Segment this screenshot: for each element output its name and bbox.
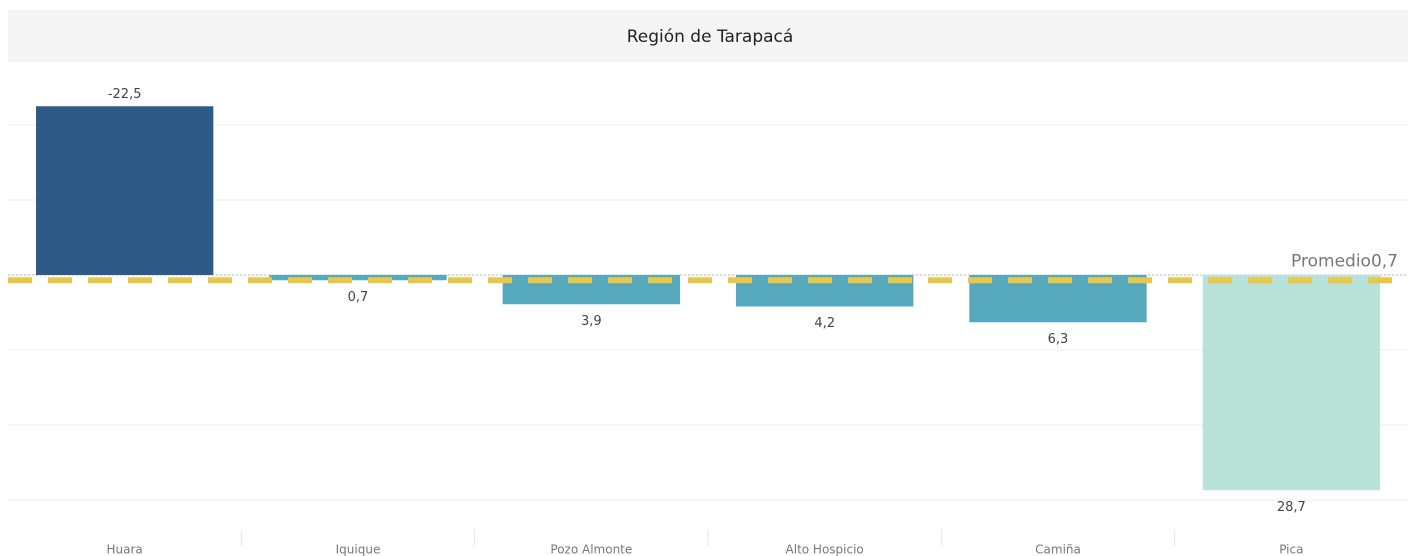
bar [36,106,214,275]
value-label: 4,2 [814,316,835,331]
chart-title: Región de Tarapacá [627,27,794,47]
value-label: -22,5 [108,87,142,102]
bar [269,275,447,281]
value-label: 0,7 [348,290,369,305]
x-tick-label: Pozo Almonte [550,543,632,556]
value-label: 6,3 [1048,332,1069,347]
average-label-value: 0,7 [1371,251,1398,271]
average-label-text: Promedio [1291,251,1371,271]
x-tick-label: Pica [1279,543,1303,556]
value-label: 28,7 [1277,500,1306,515]
x-tick-label: Camiña [1035,543,1081,556]
x-tick-label: Iquique [336,543,381,556]
bar [1202,275,1380,491]
x-tick-label: Alto Hospicio [786,543,864,556]
value-label: 3,9 [581,314,602,329]
title-band [8,10,1408,62]
x-tick-label: Huara [107,543,143,556]
average-label: Promedio0,7 [1291,251,1398,271]
